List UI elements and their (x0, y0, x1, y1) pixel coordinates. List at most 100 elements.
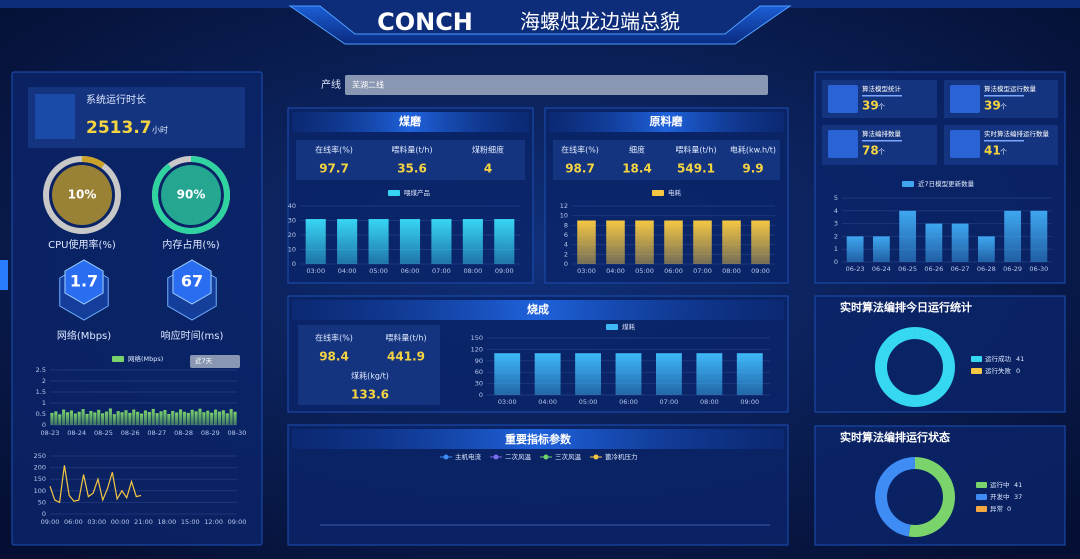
x-tick-label: 15:00 (181, 518, 200, 526)
line-select[interactable] (345, 75, 768, 95)
y-tick-label: 4 (834, 207, 838, 215)
bar (182, 411, 186, 425)
period-select[interactable] (190, 355, 240, 368)
y-tick-label: 30 (288, 217, 296, 225)
y-tick-label: 120 (471, 345, 483, 353)
y-tick-label: 10 (560, 212, 568, 220)
bar (85, 414, 89, 425)
legend-swatch (652, 190, 664, 196)
y-tick-label: 6 (564, 231, 568, 239)
x-tick-label: 06:00 (401, 267, 420, 275)
legend-label: 主机电流 (455, 452, 482, 461)
legend-label: 喂煤产品 (404, 188, 430, 197)
card-underline (984, 140, 1024, 142)
bar (575, 353, 602, 395)
x-tick-label: 08-27 (147, 429, 166, 437)
bar (494, 353, 521, 395)
panel-title: 烧成 (527, 302, 549, 316)
bar (206, 410, 210, 425)
side-tab[interactable] (0, 260, 8, 290)
bar (116, 411, 120, 425)
legend-value: 0 (1007, 505, 1011, 513)
gauge-fill (161, 165, 221, 225)
label: 煤耗(kg/t) (351, 371, 389, 381)
legend-label: 电耗 (668, 188, 682, 197)
legend-swatch (388, 190, 400, 196)
bar (214, 409, 218, 425)
stat-value: 9.9 (742, 162, 763, 176)
bar (104, 411, 109, 425)
bar (233, 411, 237, 425)
x-tick-label: 07:00 (660, 398, 679, 406)
bar (112, 414, 116, 425)
x-tick-label: 08-24 (67, 429, 86, 437)
runtime-icon (35, 94, 75, 139)
bar (655, 353, 682, 395)
card-value: 41 (984, 144, 1001, 158)
y-tick-label: 0 (42, 510, 46, 518)
bar (194, 411, 198, 425)
x-tick-label: 18:00 (158, 518, 177, 526)
card-unit: 个 (878, 148, 885, 156)
bar (190, 409, 194, 425)
bar (81, 409, 85, 425)
donut-segment (874, 327, 955, 407)
legend-label: 异常 (990, 504, 1003, 513)
panel-title: 重要指标参数 (505, 432, 572, 446)
legend-label: 运行失败 (985, 366, 1012, 375)
bar (155, 413, 159, 425)
x-tick-label: 05:00 (579, 398, 598, 406)
label: 电耗(kw.h/t) (730, 145, 776, 155)
x-tick-label: 09:00 (41, 518, 60, 526)
x-tick-label: 08-29 (201, 429, 220, 437)
label: CPU使用率(%) (48, 238, 116, 251)
y-tick-label: 0 (834, 258, 838, 266)
legend-label: 运行中 (990, 480, 1010, 489)
legend-swatch (606, 324, 618, 330)
panel-title: 煤磨 (399, 114, 422, 128)
y-tick-label: 12 (560, 202, 568, 210)
bar (101, 413, 105, 425)
y-tick-label: 3 (834, 220, 838, 228)
x-tick-label: 06-28 (977, 265, 996, 273)
header-plate (288, 5, 792, 45)
x-tick-label: 03:00 (577, 267, 596, 275)
legend-label: 篦冷机压力 (605, 452, 638, 461)
hex-value: 1.7 (70, 272, 98, 291)
bar (186, 412, 190, 425)
x-tick-label: 06:00 (664, 267, 683, 275)
y-tick-label: 40 (288, 202, 296, 210)
bar (1030, 210, 1048, 262)
bar (147, 412, 151, 425)
legend-label: 二次风温 (505, 452, 532, 461)
bar (202, 412, 206, 425)
bar (132, 409, 136, 425)
bar (120, 412, 124, 425)
bar (139, 413, 144, 425)
y-tick-label: 8 (564, 221, 568, 229)
label: 喂料量(t/h) (385, 333, 426, 343)
bar (462, 219, 483, 264)
bar (62, 409, 66, 425)
x-tick-label: 08-30 (228, 429, 247, 437)
label: 产线 (321, 78, 341, 91)
legend-value: 37 (1014, 493, 1022, 501)
legend-value: 41 (1016, 355, 1024, 363)
bar (77, 411, 81, 425)
label: 算法编排数量 (862, 129, 902, 138)
x-tick-label: 08-26 (121, 429, 140, 437)
line (49, 465, 142, 504)
x-tick-label: 21:00 (134, 518, 153, 526)
legend-value: 0 (1016, 367, 1020, 375)
y-tick-label: 0 (292, 260, 296, 268)
x-tick-label: 07:00 (693, 267, 712, 275)
y-tick-label: 250 (34, 452, 46, 460)
label: 网络(Mbps) (57, 329, 111, 342)
bar (159, 411, 163, 425)
x-tick-label: 06-24 (872, 265, 891, 273)
bar (143, 410, 148, 425)
label: 系统运行时长 (86, 93, 146, 106)
gauge-arc (152, 156, 230, 234)
card-icon (950, 85, 980, 113)
